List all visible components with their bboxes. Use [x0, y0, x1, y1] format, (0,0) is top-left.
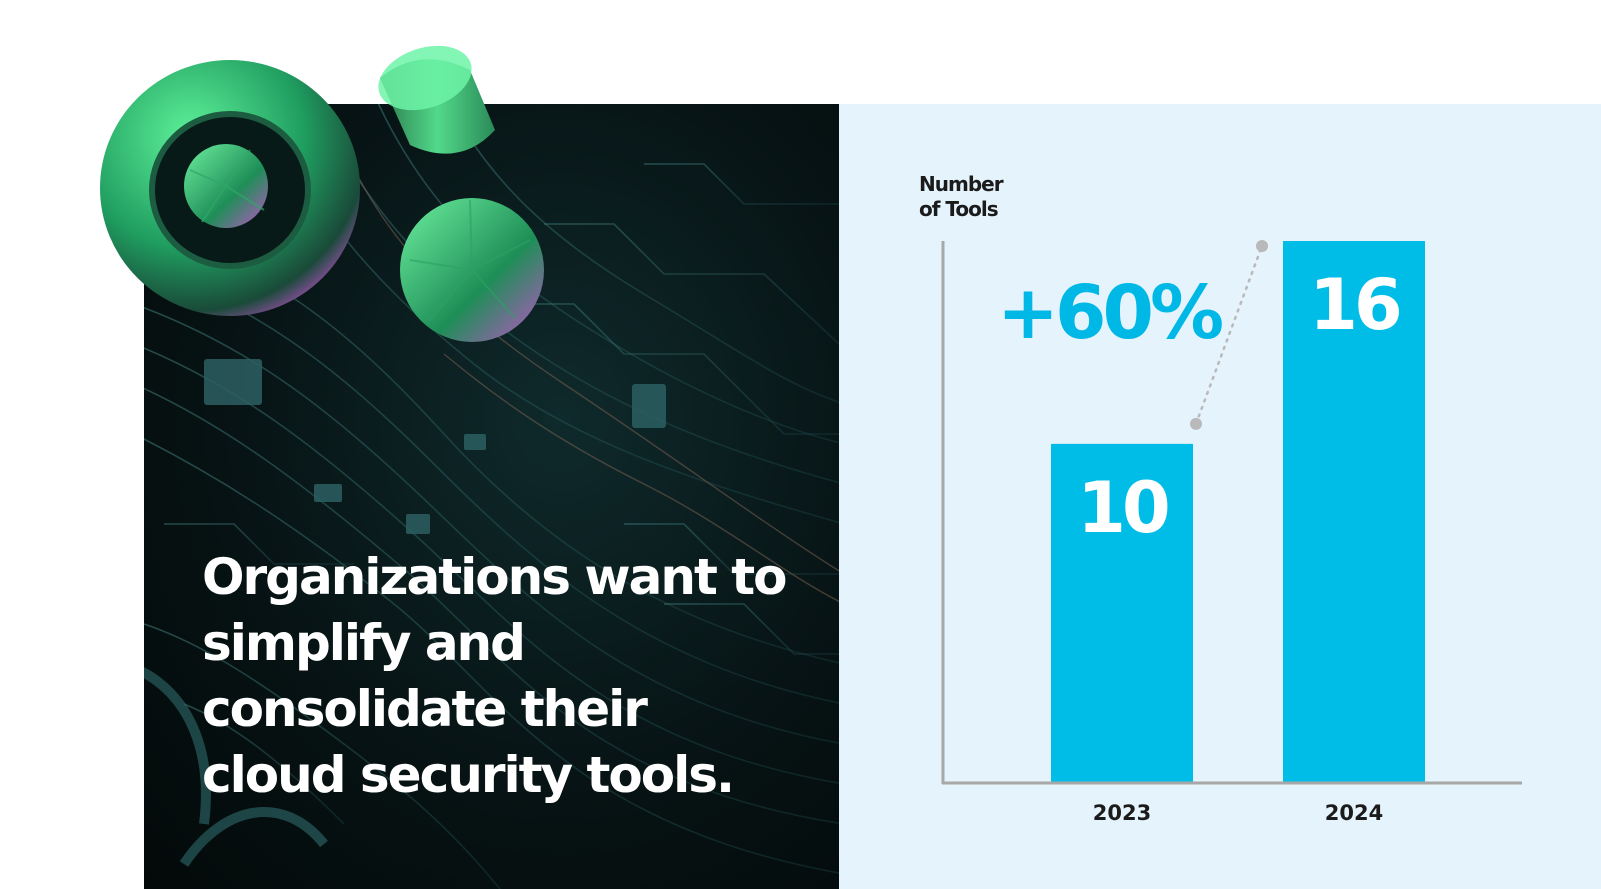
- x-tick-label-2024: 2024: [1325, 801, 1383, 825]
- hero-headline: Organizations want to simplify and conso…: [202, 548, 788, 804]
- bar-value-label-2023: 10: [1077, 467, 1168, 549]
- cylinder-shape: [378, 45, 495, 154]
- decorative-3d-shapes: [100, 45, 544, 342]
- growth-connector-dot-2: [1256, 240, 1268, 252]
- sphere-shape: [400, 198, 544, 342]
- bar-chart: 10 2023 16 2024: [941, 240, 1522, 825]
- growth-annotation: +60%: [997, 270, 1224, 356]
- growth-connector-line: [1194, 244, 1264, 426]
- x-tick-label-2023: 2023: [1093, 801, 1151, 825]
- bar-2023: [1051, 443, 1193, 782]
- bar-value-label-2024: 16: [1309, 264, 1399, 346]
- chart-panel: 10 2023 16 2024 Number of Tools +60%: [839, 104, 1601, 889]
- y-axis-label: Number of Tools: [919, 172, 1004, 221]
- cone-shape: [184, 144, 268, 228]
- bar-2024: [1283, 241, 1425, 782]
- growth-connector-dot-1: [1190, 417, 1202, 430]
- circuit-board-background: [144, 104, 839, 889]
